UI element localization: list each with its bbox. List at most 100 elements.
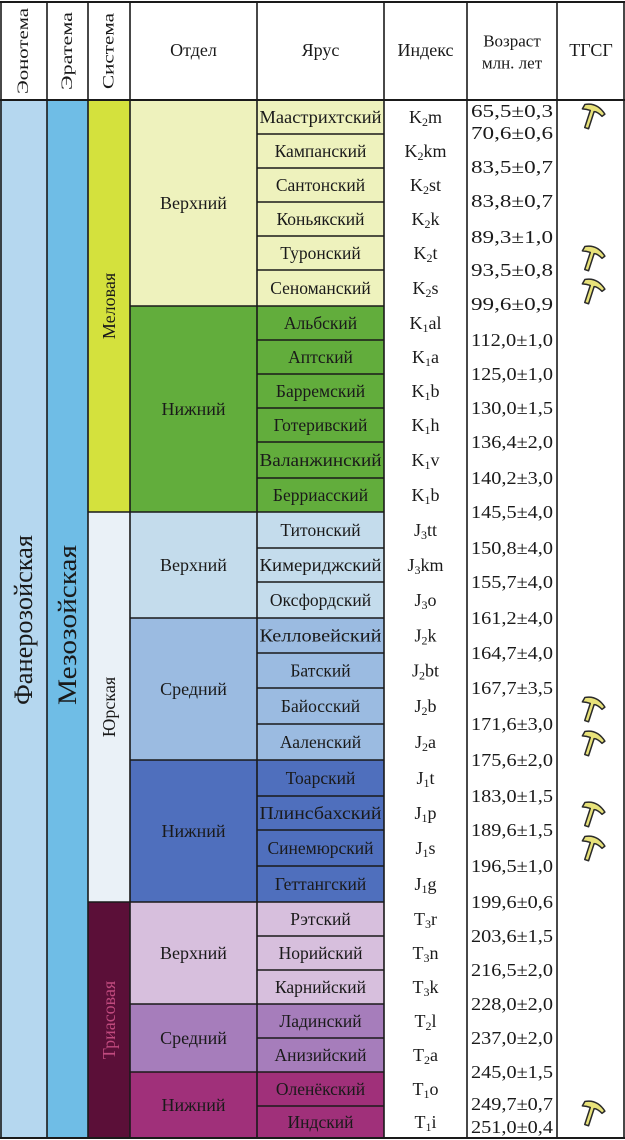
stage-index: K2m: [409, 107, 442, 129]
stage-index: J2k: [414, 626, 436, 648]
stage-index: K1h: [412, 415, 440, 437]
header-stage: Ярус: [302, 40, 340, 60]
stage-age: 216,5±2,0: [471, 960, 553, 980]
header-age: Возраст: [483, 32, 541, 51]
stage-name: Кампанский: [275, 141, 367, 161]
stage-index: J2a: [415, 732, 436, 754]
stage-index: K2s: [412, 278, 438, 300]
stage-age: 130,0±1,5: [471, 398, 553, 418]
final-age: 251,0±0,4: [471, 1117, 553, 1137]
stage-name: Синемюрский: [267, 838, 373, 858]
stage-fill: [257, 902, 384, 1004]
system-name: Триасовая: [99, 981, 119, 1059]
stage-index: K2k: [412, 209, 440, 231]
stage-age: 99,6±0,9: [471, 294, 553, 314]
stage-age: 112,0±1,0: [471, 330, 553, 350]
stage-name: Геттангский: [275, 874, 366, 894]
header-erathem: Эратема: [59, 12, 76, 90]
stage-age: 171,6±3,0: [471, 714, 553, 734]
series-name: Верхний: [160, 193, 227, 213]
stage-index: J3tt: [414, 520, 437, 542]
golden-spike-icon: [576, 728, 608, 760]
stage-index: J3o: [414, 590, 436, 612]
stage-age: 161,2±4,0: [471, 608, 553, 628]
stage-fill: [257, 100, 384, 306]
stage-name: Валанжинский: [260, 450, 382, 470]
golden-spike-icon: [576, 101, 608, 133]
stage-name: Ааленский: [280, 732, 361, 752]
series-fill: [130, 512, 257, 618]
series-fill: [130, 902, 257, 1004]
series-fill: [130, 1004, 257, 1072]
stage-index: T1o: [413, 1079, 439, 1101]
stage-name: Кимериджский: [260, 555, 382, 575]
golden-spike-icon: [576, 833, 608, 865]
stage-fill: [257, 1072, 384, 1138]
golden-spike-icon: [576, 799, 608, 831]
series-fill: [130, 306, 257, 512]
stage-index: J1s: [415, 838, 435, 860]
stage-index: J1t: [416, 768, 434, 790]
header-eonothem: Эонотема: [15, 8, 32, 94]
stage-index: J1p: [414, 803, 436, 825]
header-index: Индекс: [397, 40, 453, 60]
stage-age: 65,5±0,3: [471, 101, 553, 121]
system-fill: [88, 100, 130, 512]
header-system: Система: [101, 13, 118, 89]
stage-index: T3r: [414, 909, 437, 931]
stage-age: 136,4±2,0: [471, 432, 553, 452]
stage-index: J2b: [414, 696, 436, 718]
stage-index: K2km: [404, 141, 446, 163]
stage-index: T2l: [414, 1011, 436, 1033]
stage-age: 125,0±1,0: [471, 364, 553, 384]
golden-spike-icon: [576, 276, 608, 308]
golden-spike-icon: [576, 1098, 608, 1130]
stage-index: T2a: [413, 1045, 438, 1067]
stage-fill: [257, 760, 384, 902]
stage-age: 70,6±0,6: [471, 123, 553, 143]
stage-name: Аптский: [288, 347, 353, 367]
stage-name: Барремский: [276, 381, 365, 401]
erathem-fill: [47, 100, 88, 1138]
stage-age: 83,5±0,7: [471, 157, 553, 177]
stage-age: 150,8±4,0: [471, 538, 553, 558]
stage-age: 249,7±0,7: [471, 1094, 553, 1114]
header-age-unit: млн. лет: [482, 54, 543, 73]
system-fill: [88, 512, 130, 902]
stage-index: K1al: [410, 313, 442, 335]
stage-age: 189,6±1,5: [471, 820, 553, 840]
stage-age: 175,6±2,0: [471, 750, 553, 770]
stage-age: 164,7±4,0: [471, 643, 553, 663]
header-gssp: ТГСГ: [569, 40, 613, 60]
stage-age: 145,5±4,0: [471, 502, 553, 522]
stage-name: Тоарский: [286, 768, 356, 788]
stage-index: J2bt: [412, 661, 439, 683]
series-fill: [130, 618, 257, 760]
system-fill: [88, 902, 130, 1138]
golden-spike-icon: [576, 694, 608, 726]
stage-index: J1g: [414, 874, 436, 896]
header-series: Отдел: [170, 40, 217, 60]
stage-name: Сеноманский: [270, 278, 371, 298]
stage-age: 228,0±2,0: [471, 994, 553, 1014]
stage-age: 155,7±4,0: [471, 572, 553, 592]
stage-name: Готеривский: [274, 415, 368, 435]
stage-index: K2t: [413, 243, 437, 265]
series-name: Средний: [160, 1028, 227, 1048]
stage-name: Плинсбахский: [260, 803, 382, 823]
stage-name: Сантонский: [276, 175, 365, 195]
eonothem-name: Фанерозойская: [9, 535, 38, 705]
stage-age: 93,5±0,8: [471, 260, 553, 280]
stage-age: 199,6±0,6: [471, 892, 553, 912]
series-fill: [130, 760, 257, 902]
stage-name: Оленёкский: [276, 1079, 365, 1099]
stage-age: 245,0±1,5: [471, 1062, 553, 1082]
stage-age: 203,6±1,5: [471, 926, 553, 946]
system-name: Меловая: [99, 273, 119, 339]
series-name: Средний: [160, 679, 227, 699]
stage-index: K2st: [410, 175, 441, 197]
stage-fill: [257, 512, 384, 618]
stage-age: 89,3±1,0: [471, 227, 553, 247]
stage-name: Коньякский: [276, 209, 364, 229]
stage-index: K1a: [412, 347, 439, 369]
